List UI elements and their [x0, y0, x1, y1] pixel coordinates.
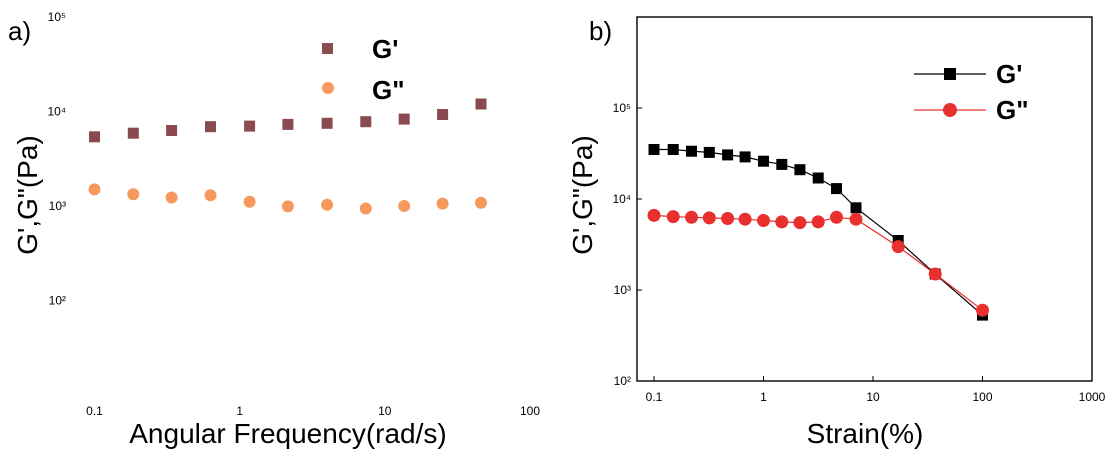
panel-a-series-1-point-3	[204, 189, 217, 202]
panel-b-series-1-point-9	[811, 215, 825, 229]
panel-a-series	[88, 98, 487, 215]
panel-b-series-1-point-11	[849, 212, 863, 226]
panel-b-series-1-point-8	[793, 216, 807, 230]
panel-b-series-1-point-3	[702, 211, 716, 225]
panel-a-series-0-point-1	[127, 127, 139, 139]
panel-b-legend-label-0: G'	[996, 59, 1022, 89]
panel-a-series-1-point-0	[88, 183, 101, 196]
panel-a-legend-label-0: G'	[372, 34, 398, 64]
panel-b-series-0	[648, 144, 988, 321]
panel-a-legend-item-1: G"	[322, 75, 405, 105]
panel-b-plot-frame	[636, 16, 1093, 382]
panel-b-y-tick-label-3: 10⁵	[613, 101, 631, 115]
panel-a: a) G',G"(Pa) Angular Frequency(rad/s) 0.…	[8, 10, 540, 449]
panel-a-legend-item-0: G'	[322, 34, 398, 64]
panel-b-legend-item-1: G"	[914, 95, 1029, 125]
panel-a-y-axis-title: G',G"(Pa)	[12, 135, 43, 255]
panel-b-series-1	[647, 208, 989, 317]
panel-b: b) G',G"(Pa) Strain(%) 0.1 1 10 100 1000 10² 1…	[567, 16, 1106, 449]
panel-a-series-0-point-5	[282, 118, 294, 130]
panel-b-label: b)	[589, 16, 612, 46]
panel-a-series-1-point-6	[321, 198, 334, 211]
panel-b-x-axis-title: Strain(%)	[807, 418, 924, 449]
panel-b-series-0-point-10	[831, 183, 842, 195]
panel-b-legend-marker-0	[944, 68, 956, 80]
panel-a-y-tick-label-0: 10²	[49, 294, 66, 308]
panel-a-series-1	[88, 183, 487, 215]
panel-b-series-1-point-4	[721, 212, 735, 225]
panel-a-series-0-point-7	[360, 116, 372, 128]
panel-b-x-tick-label-3: 100	[972, 390, 992, 404]
panel-b-series-1-point-13	[928, 267, 942, 281]
panel-a-ticks: 0.1 1 10 100 10² 10³ 10⁴ 10⁵	[47, 10, 540, 418]
panel-a-series-1-point-10	[475, 196, 487, 209]
panel-a-series-1-point-5	[281, 200, 294, 213]
panel-a-series-0	[89, 98, 487, 143]
panel-a-y-tick-label-2: 10⁴	[47, 105, 66, 119]
panel-a-x-tick-label-3: 100	[520, 404, 540, 418]
panel-b-series-0-point-9	[812, 172, 824, 184]
panel-a-series-0-point-9	[437, 109, 449, 120]
panel-a-y-tick-label-1: 10³	[49, 199, 66, 213]
panel-a-legend-marker-1	[322, 82, 334, 94]
panel-b-series-0-point-0	[648, 144, 660, 155]
panel-b-ticks: 0.1 1 10 100 1000 10² 10³ 10⁴ 10⁵	[612, 101, 1105, 404]
panel-b-y-tick-label-0: 10²	[614, 374, 631, 388]
panel-b-series-0-point-6	[758, 155, 769, 167]
panel-b-series-0-point-8	[794, 164, 806, 176]
panel-b-x-tick-label-1: 1	[760, 390, 767, 404]
panel-b-series-0-point-1	[667, 144, 679, 155]
panel-a-series-1-point-1	[127, 188, 140, 201]
panel-a-series-0-point-3	[205, 121, 216, 133]
panel-a-y-tick-label-3: 10⁵	[48, 10, 66, 24]
panel-a-series-1-point-2	[165, 191, 178, 204]
panel-b-series-1-point-0	[647, 208, 661, 222]
panel-b-series-1-point-5	[738, 212, 752, 226]
panel-b-series-1-point-14	[976, 303, 989, 317]
panel-a-legend-label-1: G"	[372, 75, 405, 105]
panel-b-series-1-point-10	[830, 210, 843, 224]
panel-b-y-axis-title: G',G"(Pa)	[567, 135, 598, 255]
panel-a-series-0-point-6	[321, 117, 333, 129]
panel-b-x-tick-label-4: 1000	[1079, 390, 1106, 404]
panel-b-legend: G' G"	[914, 59, 1029, 125]
panel-b-series	[647, 144, 989, 321]
panel-b-legend-label-1: G"	[996, 95, 1029, 125]
panel-b-series-0-point-4	[722, 149, 734, 161]
panel-a-series-0-point-10	[475, 98, 487, 110]
panel-b-series-0-point-2	[686, 145, 697, 157]
panel-a-label: a)	[8, 16, 31, 46]
panel-a-series-0-point-4	[244, 120, 256, 132]
panel-b-y-tick-label-1: 10³	[614, 283, 631, 297]
panel-b-series-1-point-1	[666, 210, 680, 224]
panel-a-x-axis-title: Angular Frequency(rad/s)	[129, 418, 446, 449]
panel-b-y-tick-label-2: 10⁴	[612, 192, 631, 206]
panel-b-series-0-point-3	[703, 146, 715, 158]
panel-b-series-0-point-11	[850, 202, 862, 214]
panel-b-x-tick-label-2: 10	[866, 390, 880, 404]
panel-b-series-1-point-2	[685, 210, 698, 224]
panel-a-series-1-point-7	[359, 202, 372, 215]
panel-a-series-1-point-9	[436, 197, 449, 210]
panel-b-legend-item-0: G'	[914, 59, 1022, 89]
panel-a-legend: G' G"	[322, 34, 405, 105]
panel-b-series-0-point-7	[776, 158, 788, 170]
panel-b-series-0-point-5	[739, 151, 751, 163]
panel-a-x-tick-label-0: 0.1	[86, 404, 103, 418]
panel-b-x-tick-label-0: 0.1	[646, 390, 663, 404]
panel-b-series-1-point-7	[775, 215, 789, 229]
panel-a-series-0-point-0	[89, 131, 100, 143]
panel-a-x-tick-label-1: 1	[236, 404, 243, 418]
panel-b-series-1-point-12	[891, 240, 905, 254]
panel-a-x-tick-label-2: 10	[378, 404, 392, 418]
panel-a-series-0-point-2	[166, 125, 178, 136]
panel-a-legend-marker-0	[322, 43, 333, 54]
panel-b-legend-marker-1	[943, 103, 957, 117]
panel-a-series-0-point-8	[398, 113, 410, 125]
panel-b-series-1-point-6	[757, 214, 770, 227]
panel-a-series-1-point-8	[398, 200, 411, 212]
panel-a-series-1-point-4	[243, 195, 256, 208]
panel-b-series-1-line	[653, 214, 983, 311]
